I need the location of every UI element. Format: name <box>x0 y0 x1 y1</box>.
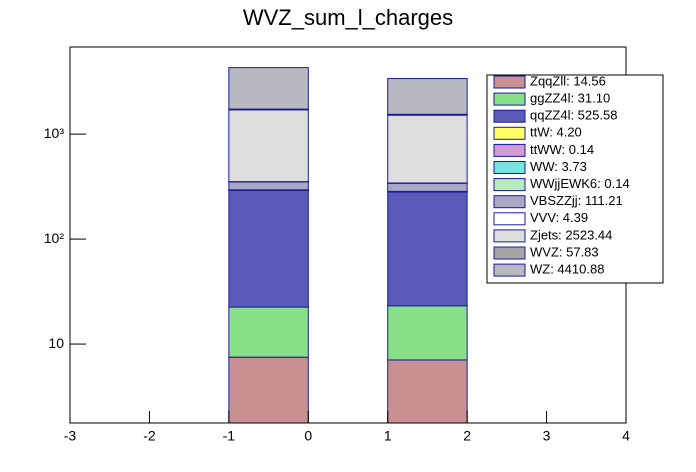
bar-segment <box>228 67 309 110</box>
bar-segment <box>228 109 309 183</box>
bar-segment <box>387 78 468 115</box>
x-tick-label: -1 <box>223 428 236 444</box>
legend-label: WW: 3.73 <box>530 159 587 174</box>
bar-segment <box>387 191 468 307</box>
legend-label: WWjjEWK6: 0.14 <box>530 176 630 191</box>
bar-segment <box>387 182 468 192</box>
x-tick-label: 2 <box>463 428 471 444</box>
legend-swatch <box>493 92 526 106</box>
legend-swatch <box>493 195 526 209</box>
chart-title: WVZ_sum_l_charges <box>243 5 453 30</box>
x-tick-label: -3 <box>64 428 77 444</box>
y-tick-label: 10² <box>44 230 65 246</box>
x-tick-label: 0 <box>304 428 312 444</box>
legend-swatch <box>493 229 526 243</box>
y-tick-label: 10 <box>48 335 64 351</box>
legend-swatch <box>493 178 526 192</box>
legend-swatch <box>493 126 526 140</box>
legend-label: WVZ: 57.83 <box>530 244 599 259</box>
legend-label: ttW: 4.20 <box>530 125 582 140</box>
legend-swatch <box>493 212 526 226</box>
legend-swatch <box>493 143 526 157</box>
legend-label: VBSZZjj: 111.21 <box>530 193 623 208</box>
bar-segment <box>228 356 309 424</box>
y-tick-label: 10³ <box>44 125 65 141</box>
legend-label: Zjets: 2523.44 <box>530 227 612 242</box>
x-tick-label: -2 <box>143 428 156 444</box>
legend-swatch <box>493 263 526 277</box>
bar-segment <box>387 305 468 361</box>
plot-area <box>228 67 468 424</box>
bar-segment <box>228 189 309 308</box>
legend-label: qqZZ4l: 525.58 <box>530 108 617 123</box>
x-tick-label: 4 <box>622 428 630 444</box>
legend-swatch <box>493 161 526 174</box>
legend-label: ggZZ4l: 31.10 <box>530 91 610 106</box>
legend-label: VVV: 4.39 <box>530 210 588 225</box>
bar-segment <box>387 114 468 184</box>
legend-swatch <box>493 75 526 89</box>
legend-swatch <box>493 109 526 123</box>
legend-swatch <box>493 246 526 260</box>
legend-label: WZ: 4410.88 <box>530 262 604 277</box>
legend-label: ZqqZll: 14.56 <box>530 73 606 88</box>
bar-segment <box>387 359 468 424</box>
bar-segment <box>228 306 309 358</box>
x-tick-label: 3 <box>543 428 551 444</box>
x-tick-label: 1 <box>384 428 392 444</box>
legend-label: ttWW: 0.14 <box>530 142 594 157</box>
bar-segment <box>228 181 309 191</box>
